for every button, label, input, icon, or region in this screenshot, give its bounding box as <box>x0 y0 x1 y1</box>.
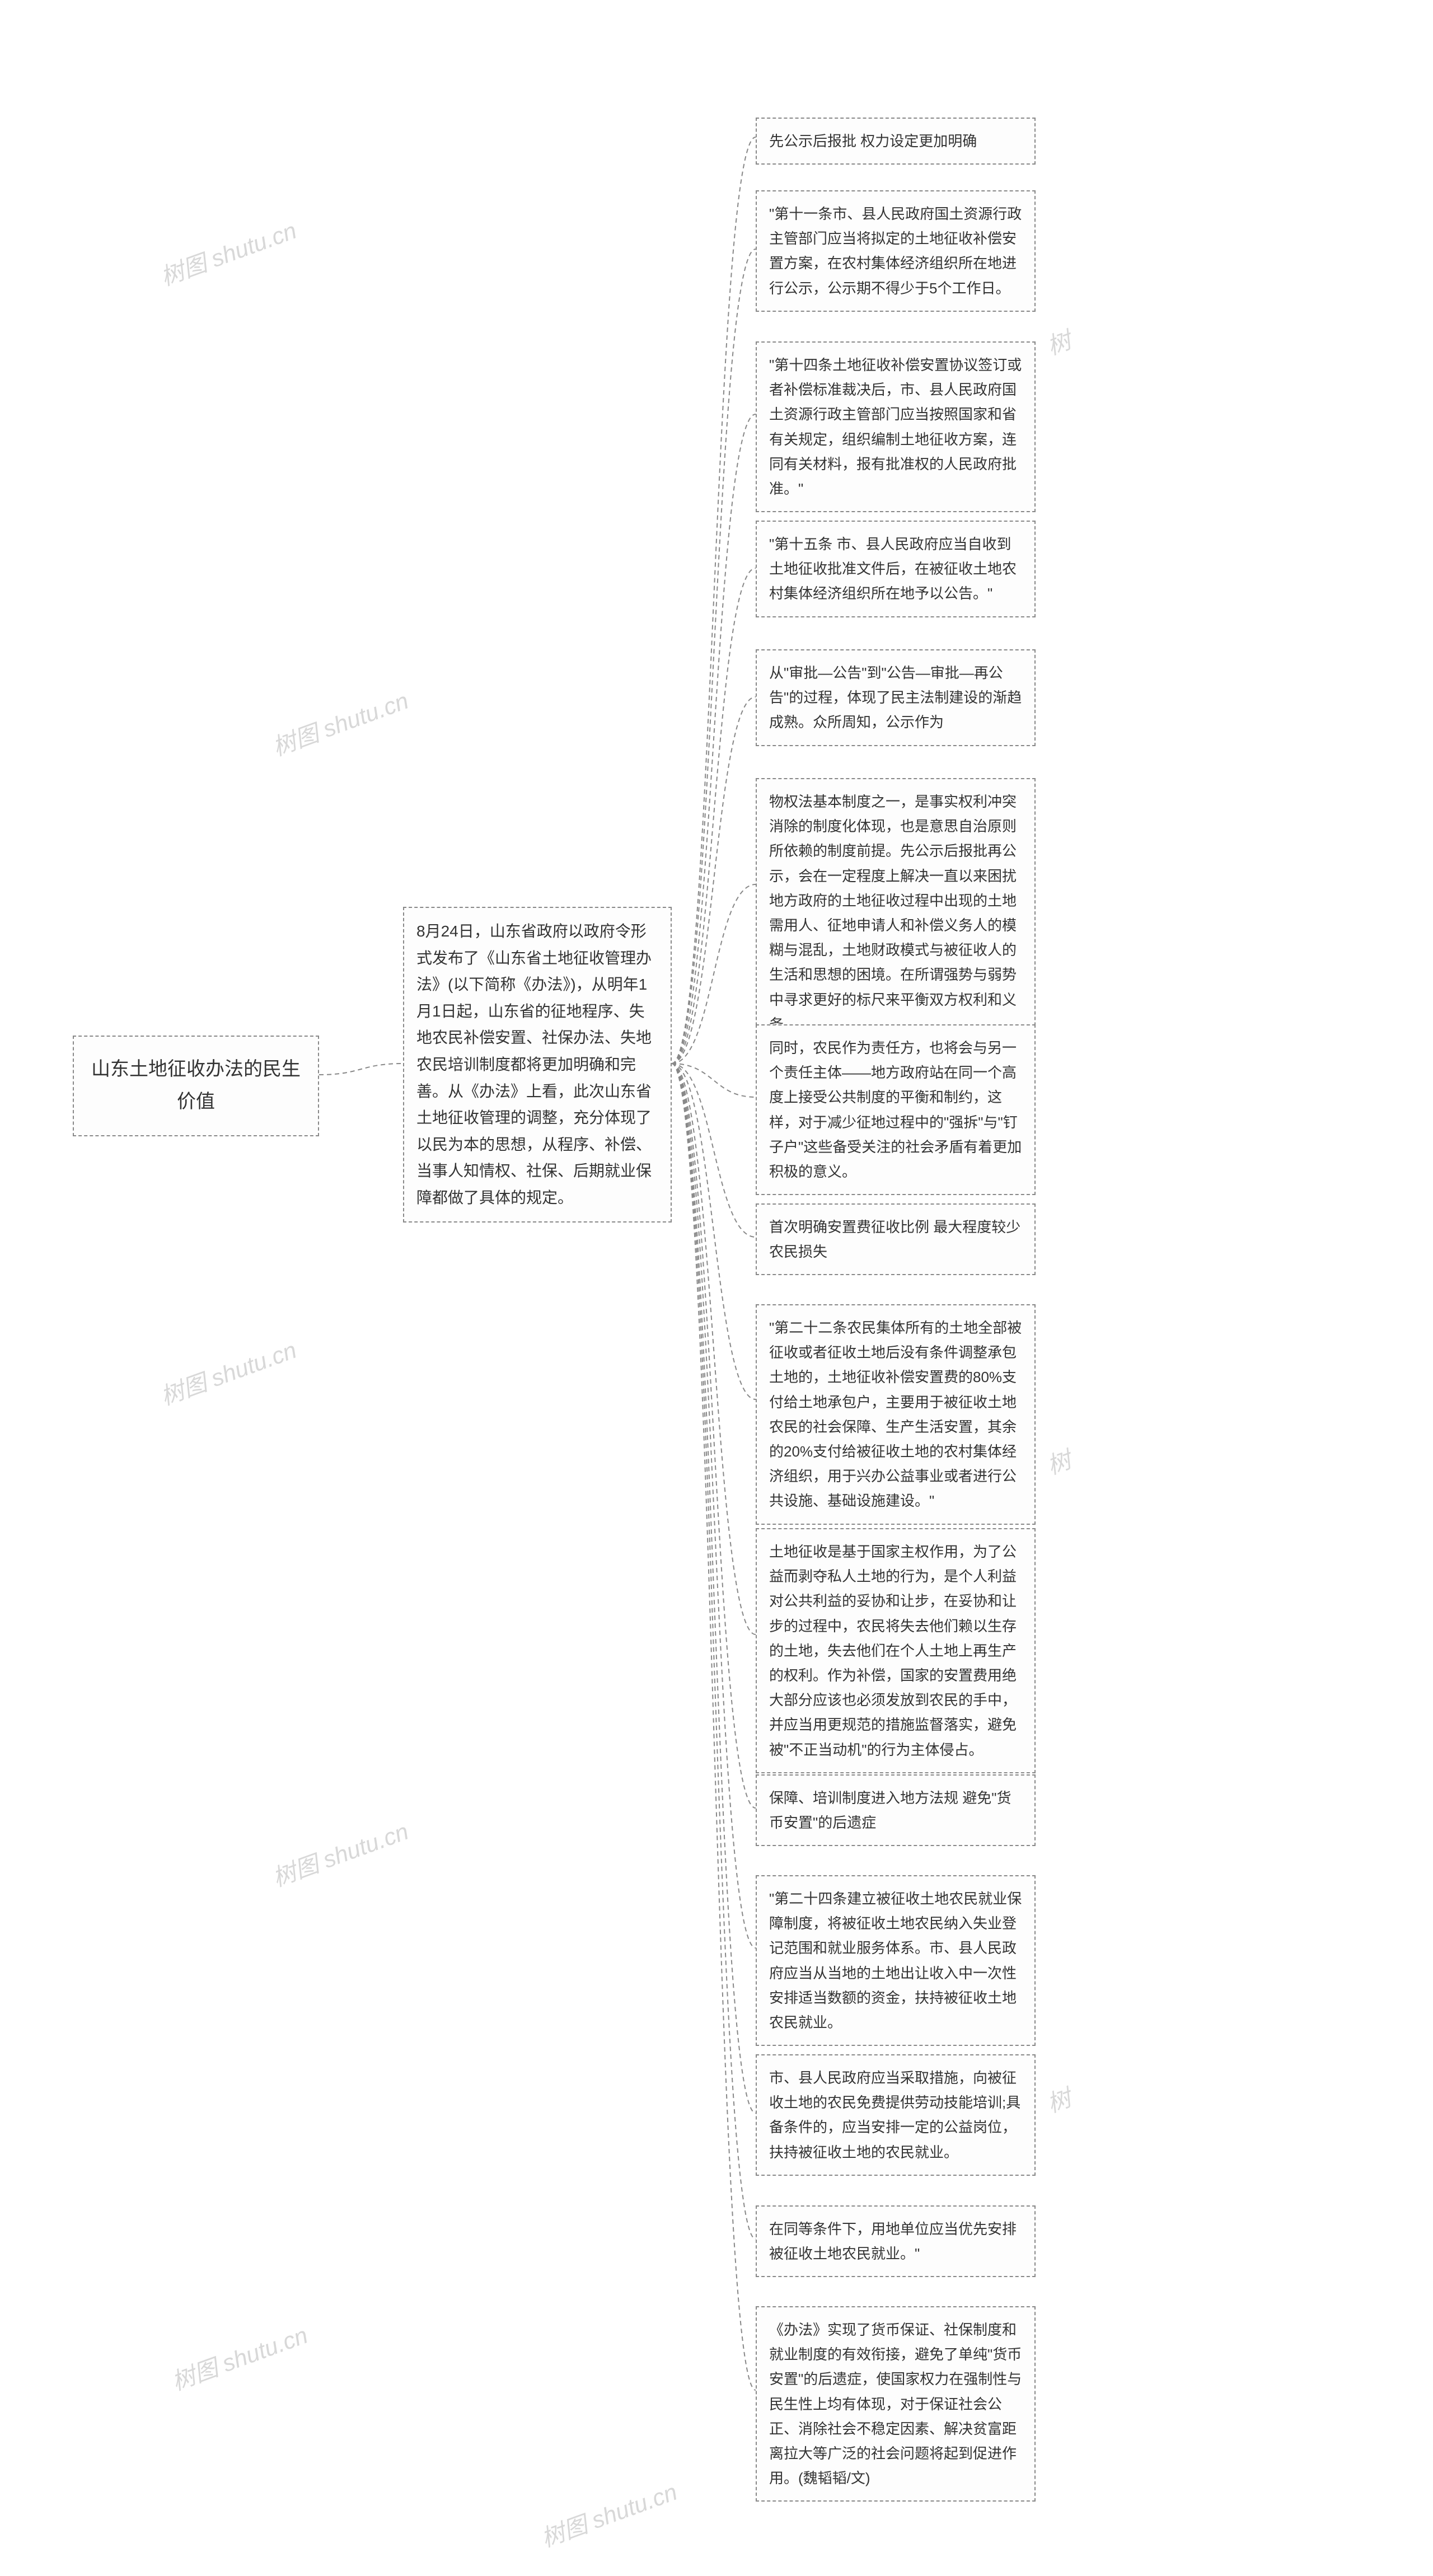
leaf-text: 土地征收是基于国家主权作用，为了公益而剥夺私人土地的行为，是个人利益对公共利益的… <box>769 1543 1017 1758</box>
intro-text: 8月24日，山东省政府以政府令形式发布了《山东省土地征收管理办法》(以下简称《办… <box>416 922 652 1206</box>
leaf-text: 物权法基本制度之一，是事实权利冲突消除的制度化体现，也是意思自治原则所依赖的制度… <box>769 793 1017 1033</box>
leaf-node: 在同等条件下，用地单位应当优先安排被征收土地农民就业。" <box>756 2205 1036 2277</box>
root-node: 山东土地征收办法的民生价值 <box>73 1036 319 1136</box>
connector-svg <box>0 0 1433 2576</box>
leaf-node: "第十四条土地征收补偿安置协议签订或者补偿标准裁决后，市、县人民政府国土资源行政… <box>756 341 1036 512</box>
leaf-node: 从"审批—公告"到"公告—审批—再公告"的过程，体现了民主法制建设的渐趋成熟。众… <box>756 649 1036 746</box>
watermark: 树图 shutu.cn <box>267 1812 413 1893</box>
leaf-node: 《办法》实现了货币保证、社保制度和就业制度的有效衔接，避免了单纯"货币安置"的后… <box>756 2306 1036 2502</box>
leaf-text: 先公示后报批 权力设定更加明确 <box>769 133 977 149</box>
watermark: 树图 shutu.cn <box>155 1331 301 1412</box>
leaf-node: "第十五条 市、县人民政府应当自收到土地征收批准文件后，在被征收土地农村集体经济… <box>756 521 1036 617</box>
watermark: 树图 shutu.cn <box>166 2316 312 2397</box>
leaf-text: 保障、培训制度进入地方法规 避免"货币安置"的后遗症 <box>769 1790 1011 1831</box>
leaf-text: 首次明确安置费征收比例 最大程度较少农民损失 <box>769 1219 1020 1260</box>
watermark: 树图 shutu.cn <box>267 682 413 762</box>
leaf-node: "第二十四条建立被征收土地农民就业保障制度，将被征收土地农民纳入失业登记范围和就… <box>756 1875 1036 2046</box>
leaf-text: "第十一条市、县人民政府国土资源行政主管部门应当将拟定的土地征收补偿安置方案，在… <box>769 205 1022 297</box>
leaf-text: 在同等条件下，用地单位应当优先安排被征收土地农民就业。" <box>769 2221 1017 2262</box>
leaf-node: 保障、培训制度进入地方法规 避免"货币安置"的后遗症 <box>756 1774 1036 1846</box>
intro-node: 8月24日，山东省政府以政府令形式发布了《山东省土地征收管理办法》(以下简称《办… <box>403 907 672 1223</box>
watermark: 树图 shutu.cn <box>155 212 301 292</box>
leaf-text: 从"审批—公告"到"公告—审批—再公告"的过程，体现了民主法制建设的渐趋成熟。众… <box>769 664 1022 730</box>
mindmap-container: 树图 shutu.cn 树图 shutu.cn 树图 shutu.cn 树图 shut… <box>0 0 1433 2576</box>
leaf-text: "第十四条土地征收补偿安置协议签订或者补偿标准裁决后，市、县人民政府国土资源行政… <box>769 357 1022 497</box>
leaf-node: 物权法基本制度之一，是事实权利冲突消除的制度化体现，也是意思自治原则所依赖的制度… <box>756 778 1036 1048</box>
leaf-node: 先公示后报批 权力设定更加明确 <box>756 118 1036 165</box>
leaf-node: 土地征收是基于国家主权作用，为了公益而剥夺私人土地的行为，是个人利益对公共利益的… <box>756 1528 1036 1773</box>
leaf-node: "第二十二条农民集体所有的土地全部被征收或者征收土地后没有条件调整承包土地的，土… <box>756 1304 1036 1525</box>
leaf-text: "第十五条 市、县人民政府应当自收到土地征收批准文件后，在被征收土地农村集体经济… <box>769 536 1017 602</box>
watermark: 树 <box>1042 322 1075 362</box>
leaf-node: 市、县人民政府应当采取措施，向被征收土地的农民免费提供劳动技能培训;具备条件的，… <box>756 2054 1036 2176</box>
leaf-text: 市、县人民政府应当采取措施，向被征收土地的农民免费提供劳动技能培训;具备条件的，… <box>769 2069 1020 2161</box>
leaf-text: "第二十四条建立被征收土地农民就业保障制度，将被征收土地农民纳入失业登记范围和就… <box>769 1890 1022 2031</box>
leaf-text: 同时，农民作为责任方，也将会与另一个责任主体——地方政府站在同一个高度上接受公共… <box>769 1039 1022 1180</box>
watermark: 树图 shutu.cn <box>536 2473 681 2554</box>
leaf-node: 首次明确安置费征收比例 最大程度较少农民损失 <box>756 1203 1036 1275</box>
leaf-node: "第十一条市、县人民政府国土资源行政主管部门应当将拟定的土地征收补偿安置方案，在… <box>756 190 1036 312</box>
watermark: 树 <box>1042 1441 1075 1482</box>
watermark: 树 <box>1042 2079 1075 2120</box>
root-title: 山东土地征收办法的民生价值 <box>91 1058 301 1112</box>
leaf-text: "第二十二条农民集体所有的土地全部被征收或者征收土地后没有条件调整承包土地的，土… <box>769 1319 1022 1509</box>
leaf-node: 同时，农民作为责任方，也将会与另一个责任主体——地方政府站在同一个高度上接受公共… <box>756 1024 1036 1195</box>
leaf-text: 《办法》实现了货币保证、社保制度和就业制度的有效衔接，避免了单纯"货币安置"的后… <box>769 2321 1022 2486</box>
